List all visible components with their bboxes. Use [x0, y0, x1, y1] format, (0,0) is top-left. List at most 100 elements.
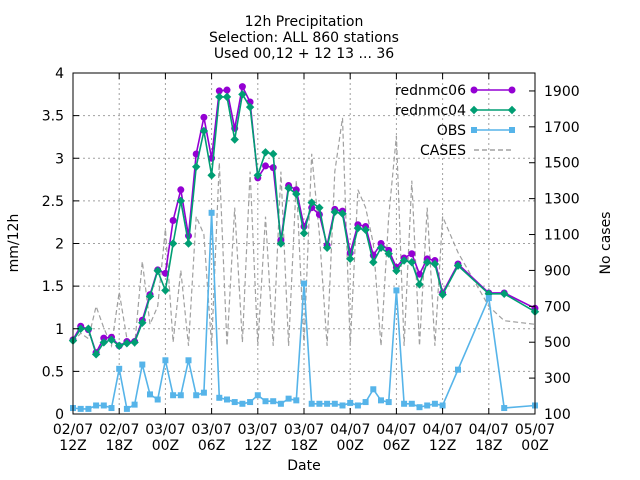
data-point	[385, 399, 392, 406]
data-point	[292, 186, 300, 194]
data-point	[424, 402, 431, 409]
data-point	[261, 148, 270, 157]
x-tick-label-hour: 18Z	[290, 438, 317, 454]
series-line-cases	[72, 117, 536, 348]
legend-marker	[507, 105, 517, 115]
data-point	[455, 366, 461, 373]
data-point	[76, 324, 85, 333]
y2-tick-label: 1700	[544, 120, 580, 136]
data-point	[354, 402, 361, 409]
data-point	[222, 92, 232, 102]
data-point	[431, 400, 438, 407]
data-point	[208, 209, 215, 216]
data-point	[207, 171, 216, 180]
data-point	[270, 398, 277, 405]
y-tick-label: 2.5	[42, 194, 64, 210]
data-point	[438, 290, 447, 299]
data-point	[485, 295, 492, 302]
data-point	[100, 402, 107, 409]
data-point	[369, 258, 378, 267]
data-point	[184, 239, 193, 248]
data-point	[269, 149, 278, 159]
series-layer	[68, 83, 540, 412]
data-point	[176, 196, 185, 206]
data-point	[107, 335, 116, 345]
data-point	[200, 389, 207, 396]
x-tick-label-date: 04/07	[469, 422, 509, 438]
title-line-2: Selection: ALL 860 stations	[209, 30, 399, 46]
data-point	[399, 256, 409, 265]
data-point	[262, 398, 269, 405]
data-point	[285, 395, 292, 402]
legend-marker	[509, 127, 515, 133]
data-point	[223, 86, 231, 94]
data-point	[292, 189, 301, 199]
data-point	[168, 239, 178, 248]
x-tick-label-date: 05/07	[515, 422, 555, 438]
data-point	[230, 135, 239, 144]
data-point	[145, 292, 155, 301]
data-point	[284, 183, 293, 193]
data-point	[247, 399, 254, 406]
data-point	[154, 396, 161, 403]
x-tick-label-hour: 12Z	[429, 438, 456, 454]
data-point	[269, 164, 277, 172]
axes-ticks: 0 0.5 1 1.5 2 2.5 3 3.5 4 100 300 500 700 900 1100 1300…	[42, 66, 580, 454]
data-point	[315, 203, 324, 212]
data-point	[177, 186, 185, 194]
legend-entry-rednmc06: rednmc06	[395, 83, 516, 99]
data-point	[130, 338, 139, 347]
data-point	[362, 399, 369, 406]
data-point	[116, 365, 123, 372]
data-point	[253, 171, 262, 180]
x-tick-label-hour: 00Z	[336, 438, 363, 454]
legend-marker	[469, 105, 479, 115]
x-tick-label-date: 02/07	[99, 422, 139, 438]
legend-label: rednmc06	[395, 83, 466, 99]
data-point	[245, 102, 255, 112]
data-point	[147, 391, 153, 398]
data-point	[238, 90, 247, 99]
data-point	[139, 361, 146, 368]
data-point	[153, 266, 162, 275]
legend-marker	[470, 86, 478, 94]
x-tick-label-hour: 06Z	[383, 438, 410, 454]
data-point	[393, 287, 400, 294]
data-point	[330, 207, 339, 217]
data-point	[254, 392, 261, 399]
data-point	[377, 240, 385, 247]
chart-title: 12h Precipitation Selection: ALL 860 sta…	[209, 14, 399, 62]
data-point	[430, 259, 440, 269]
data-point	[361, 225, 370, 235]
data-point	[293, 397, 300, 404]
x-tick-label-hour: 12Z	[244, 438, 271, 454]
data-point	[162, 357, 169, 364]
data-point	[324, 400, 331, 407]
data-point	[308, 400, 315, 407]
x-tick-label-date: 03/07	[284, 422, 324, 438]
x-tick-label-date: 02/07	[53, 422, 93, 438]
y-tick-label: 1	[55, 322, 64, 338]
x-tick-label-hour: 06Z	[198, 438, 225, 454]
data-point	[215, 87, 223, 95]
data-point	[453, 261, 463, 270]
data-point	[170, 392, 177, 399]
data-point	[407, 258, 416, 267]
legend-marker	[508, 86, 516, 94]
data-point	[192, 162, 201, 171]
data-point	[416, 270, 423, 278]
data-point	[77, 405, 84, 412]
y-tick-label: 3	[55, 151, 64, 167]
data-point	[500, 289, 509, 298]
x-tick-label-date: 03/07	[145, 422, 185, 438]
y2-tick-label: 1900	[544, 84, 580, 100]
y2-tick-label: 100	[544, 407, 571, 423]
data-point	[384, 249, 393, 258]
data-point	[200, 113, 208, 121]
x-axis-label: Date	[287, 458, 320, 474]
data-point	[123, 405, 130, 412]
data-point	[100, 334, 108, 342]
data-point	[199, 126, 209, 136]
data-point	[277, 400, 284, 407]
data-point	[262, 162, 269, 170]
